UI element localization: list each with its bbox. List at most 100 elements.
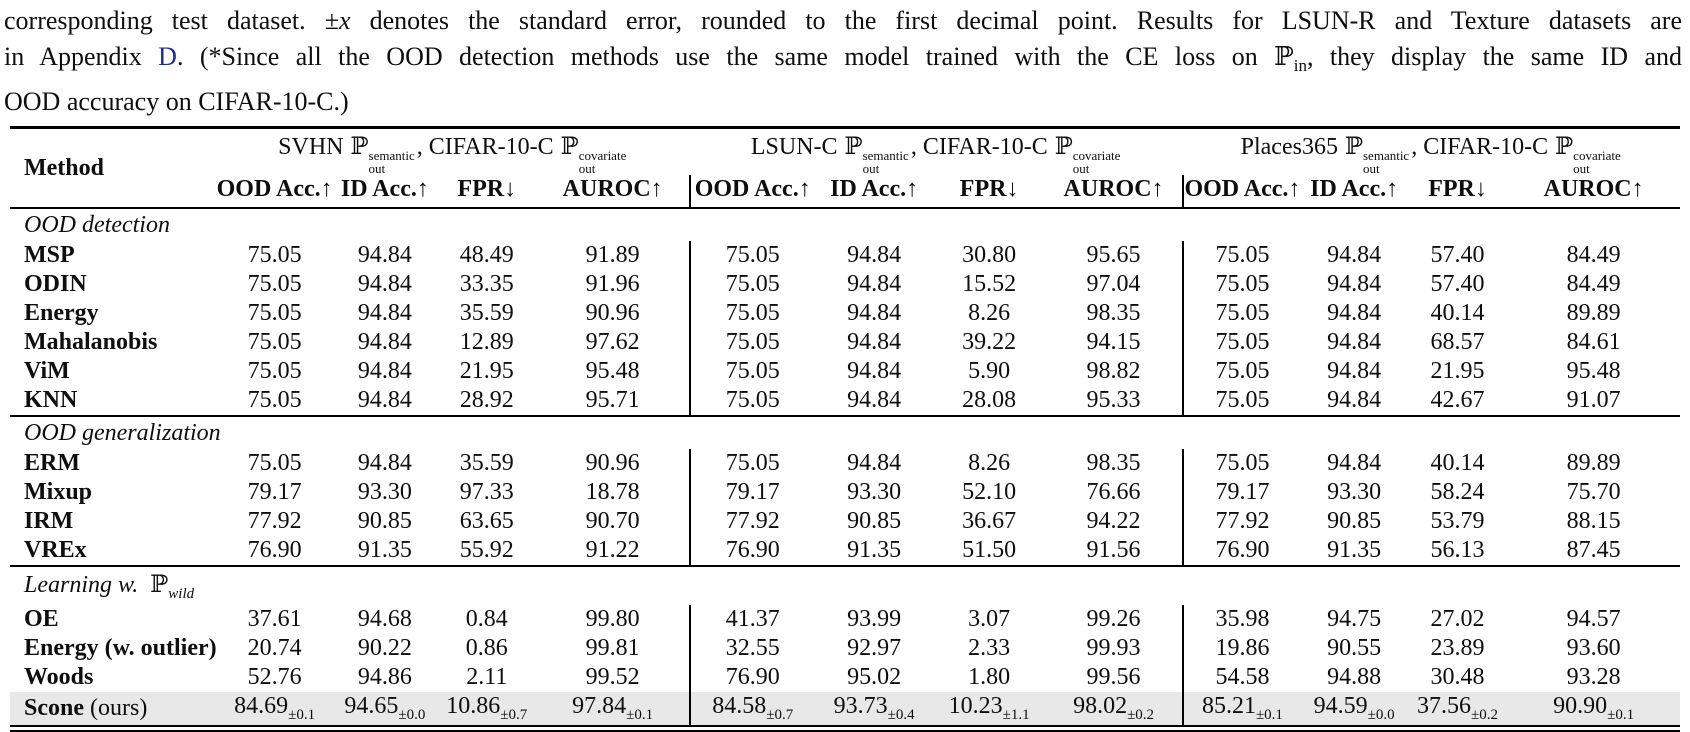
value-cell: 90.85: [1327, 508, 1382, 535]
col-header-fpr: FPR↓: [933, 175, 1045, 210]
table-row: Mixup 79.17 93.30 97.33 18.78 79.17 93.30 52.10…: [10, 478, 1680, 508]
section-label-text: OOD generalization: [24, 420, 221, 447]
appendix-d-link[interactable]: D: [158, 42, 177, 71]
table-row: Energy 75.05 94.84 35.59 90.96 75.05 94.84 8.26…: [10, 299, 1680, 329]
section-label: OOD generalization: [10, 415, 1680, 450]
blackboard-P-symbol: ℙ: [1555, 132, 1574, 161]
value-text: 37.56: [1417, 692, 1472, 719]
section-label: Learning w. ℙwild: [10, 565, 1680, 605]
value-cell: 94.84: [357, 300, 412, 327]
value-cell: 75.05: [247, 450, 302, 477]
table-row: Energy (w. outlier) 20.74 90.22 0.86 99.81 32…: [10, 633, 1680, 663]
method-cell: Mixup: [24, 479, 93, 506]
blackboard-P-symbol: ℙ: [150, 570, 169, 599]
value-cell: 79.17: [688, 478, 815, 508]
value-cell: 39.22: [962, 329, 1017, 356]
value-cell: 75.05: [247, 300, 302, 327]
value-text: 84.69: [234, 692, 289, 719]
value-cell: 30.48: [1430, 663, 1485, 690]
value-cell: 87.45: [1566, 537, 1621, 564]
value-cell: 90.96: [585, 450, 640, 477]
caption-line-2: in Appendix D. (*Since all the OOD detec…: [4, 39, 1682, 84]
value-cell: 5.90: [968, 358, 1011, 385]
value-cell: 21.95: [459, 358, 514, 385]
col-header-auroc: AUROC↑: [536, 175, 690, 210]
method-cell: ERM: [24, 450, 80, 477]
group-header-mid: , CIFAR-10-C: [416, 134, 554, 161]
value-cell: 2.33: [968, 634, 1011, 661]
value-cell: 75.70: [1566, 479, 1621, 506]
group-header-mid: , CIFAR-10-C: [1411, 134, 1549, 161]
value-cell: 94.84: [357, 271, 412, 298]
method-cell: Energy (w. outlier): [24, 634, 217, 661]
stderr-text: ±1.1: [1002, 706, 1030, 723]
table-row: VREx 76.90 91.35 55.92 91.22 76.90 91.35 51.50 9…: [10, 536, 1680, 567]
caption-text: OOD accuracy on CIFAR-10-C.): [4, 87, 349, 117]
value-cell: 28.08: [962, 387, 1017, 414]
value-cell: 95.02: [847, 663, 902, 690]
value-cell: 36.67: [962, 508, 1017, 535]
value-cell: 75.05: [688, 449, 815, 479]
value-cell: 94.84: [1327, 387, 1382, 414]
value-cell: 94.84: [1327, 329, 1382, 356]
stderr-text: ±0.0: [1367, 706, 1395, 723]
p-sup-sub: covariate out: [1072, 148, 1121, 177]
stderr-text: ±0.4: [887, 706, 915, 723]
blackboard-P-symbol: ℙ: [560, 132, 579, 161]
value-cell: 28.92: [459, 387, 514, 414]
value-cell: 99.80: [585, 605, 640, 632]
value-cell: 91.35: [847, 537, 902, 564]
value-cell: 10.23±1.1: [933, 691, 1045, 725]
value-cell: 75.05: [1182, 386, 1301, 417]
value-cell: 76.90: [688, 662, 815, 692]
p-subscript-wild: wild: [168, 585, 195, 602]
value-cell: 75.05: [1182, 357, 1301, 387]
table-row: OE 37.61 94.68 0.84 99.80 41.37 93.99 3.07 99.26…: [10, 604, 1680, 634]
value-text: 84.58: [712, 692, 767, 719]
col-header-fpr: FPR↓: [1407, 175, 1508, 210]
method-cell: Scone (ours): [10, 691, 217, 725]
stderr-text: ±0.2: [1471, 706, 1498, 723]
value-cell: 91.96: [585, 271, 640, 298]
value-cell: 57.40: [1430, 242, 1485, 269]
value-cell: 91.56: [1086, 537, 1141, 564]
stderr-text: ±0.0: [398, 706, 426, 723]
value-cell: 76.66: [1086, 479, 1141, 506]
method-cell: ViM: [24, 358, 70, 385]
value-cell: 2.11: [466, 663, 508, 690]
value-cell: 85.21±0.1: [1182, 691, 1301, 725]
table-row: IRM 77.92 90.85 63.65 90.70 77.92 90.85 36.67 94…: [10, 507, 1680, 537]
value-cell: 79.17: [1182, 478, 1301, 508]
value-cell: 88.15: [1566, 508, 1621, 535]
value-cell: 94.84: [847, 450, 902, 477]
table-caption: corresponding test dataset. ±x denotes t…: [0, 0, 1690, 120]
value-cell: 94.84: [847, 358, 902, 385]
value-cell: 91.07: [1566, 387, 1621, 414]
stderr-text: ±0.1: [288, 706, 316, 723]
value-cell: 94.84: [1327, 358, 1382, 385]
value-cell: 68.57: [1430, 329, 1485, 356]
value-cell: 95.48: [585, 358, 640, 385]
value-cell: 91.35: [1327, 537, 1382, 564]
value-cell: 90.90±0.1: [1507, 691, 1680, 725]
value-cell: 53.79: [1430, 508, 1485, 535]
value-cell: 41.37: [688, 604, 815, 634]
value-cell: 63.65: [459, 508, 514, 535]
value-cell: 90.70: [585, 508, 640, 535]
stderr-text: ±0.1: [626, 706, 654, 723]
value-cell: 30.80: [962, 242, 1017, 269]
value-cell: 37.56±0.2: [1407, 691, 1508, 725]
value-cell: 91.22: [585, 537, 640, 564]
value-cell: 93.30: [847, 479, 902, 506]
value-cell: 94.86: [357, 663, 412, 690]
value-text: 90.90: [1553, 692, 1608, 719]
stderr-text: ±0.7: [500, 706, 528, 723]
value-cell: 94.84: [357, 450, 412, 477]
value-text: 97.84: [572, 692, 627, 719]
p-sup-sub: semantic out: [368, 148, 415, 177]
value-cell: 51.50: [962, 537, 1017, 564]
